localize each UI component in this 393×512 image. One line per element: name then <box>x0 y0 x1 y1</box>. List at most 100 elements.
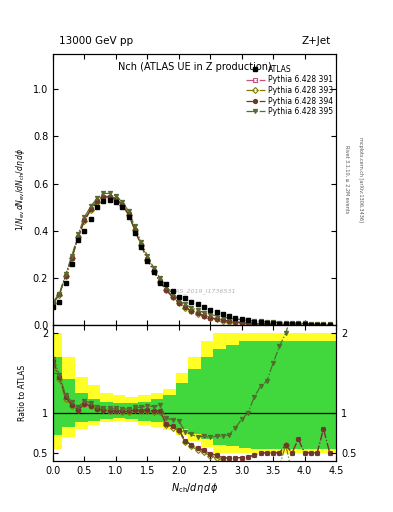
Pythia 6.428 393 <box>302 322 307 328</box>
Pythia 6.428 391 <box>51 300 55 306</box>
Pythia 6.428 394 <box>63 272 68 279</box>
Pythia 6.428 395 <box>120 199 125 205</box>
Pythia 6.428 394 <box>70 255 74 261</box>
ATLAS <box>283 321 288 327</box>
Pythia 6.428 394 <box>309 322 313 328</box>
ATLAS <box>189 298 194 305</box>
ATLAS <box>258 319 263 325</box>
Pythia 6.428 394 <box>139 242 143 248</box>
ATLAS <box>220 311 225 317</box>
Pythia 6.428 391 <box>107 194 112 200</box>
Pythia 6.428 395 <box>114 193 118 199</box>
Pythia 6.428 393 <box>107 194 112 200</box>
Pythia 6.428 394 <box>51 300 55 306</box>
Pythia 6.428 393 <box>290 322 294 328</box>
Pythia 6.428 395 <box>101 190 106 197</box>
Pythia 6.428 394 <box>151 268 156 274</box>
Pythia 6.428 393 <box>158 279 162 285</box>
Line: Pythia 6.428 395: Pythia 6.428 395 <box>51 191 332 327</box>
ATLAS <box>82 228 87 234</box>
Pythia 6.428 391 <box>321 322 326 328</box>
Pythia 6.428 395 <box>227 315 231 322</box>
Pythia 6.428 395 <box>315 321 320 327</box>
Pythia 6.428 394 <box>208 314 213 321</box>
Pythia 6.428 394 <box>57 291 62 297</box>
Pythia 6.428 395 <box>88 203 93 209</box>
Pythia 6.428 391 <box>239 319 244 326</box>
Pythia 6.428 394 <box>296 322 301 328</box>
Pythia 6.428 394 <box>145 256 150 262</box>
Pythia 6.428 395 <box>252 318 257 324</box>
Pythia 6.428 391 <box>57 291 62 297</box>
Pythia 6.428 394 <box>101 194 106 200</box>
Pythia 6.428 391 <box>114 196 118 202</box>
Pythia 6.428 393 <box>283 322 288 328</box>
Pythia 6.428 394 <box>107 194 112 200</box>
Pythia 6.428 393 <box>321 322 326 328</box>
Pythia 6.428 391 <box>264 321 269 327</box>
Pythia 6.428 395 <box>107 190 112 197</box>
ATLAS <box>151 269 156 275</box>
Y-axis label: Ratio to ATLAS: Ratio to ATLAS <box>18 365 27 421</box>
Pythia 6.428 391 <box>158 279 162 285</box>
Pythia 6.428 391 <box>189 308 194 314</box>
Pythia 6.428 394 <box>120 202 125 208</box>
Pythia 6.428 394 <box>132 226 137 232</box>
Pythia 6.428 391 <box>76 233 81 240</box>
Pythia 6.428 394 <box>258 321 263 327</box>
ATLAS <box>208 307 213 313</box>
Pythia 6.428 395 <box>296 320 301 326</box>
Pythia 6.428 394 <box>233 319 238 325</box>
Pythia 6.428 394 <box>321 322 326 328</box>
Pythia 6.428 391 <box>258 321 263 327</box>
Text: 13000 GeV pp: 13000 GeV pp <box>59 36 133 46</box>
Pythia 6.428 391 <box>170 294 175 300</box>
Pythia 6.428 395 <box>258 318 263 325</box>
Pythia 6.428 393 <box>220 317 225 324</box>
ATLAS <box>114 199 118 205</box>
ATLAS <box>271 320 275 326</box>
ATLAS <box>302 322 307 328</box>
Pythia 6.428 394 <box>158 279 162 285</box>
Pythia 6.428 393 <box>170 294 175 301</box>
Pythia 6.428 391 <box>214 316 219 322</box>
Pythia 6.428 394 <box>164 287 169 293</box>
Pythia 6.428 395 <box>264 319 269 325</box>
Pythia 6.428 394 <box>220 317 225 323</box>
Pythia 6.428 391 <box>132 226 137 232</box>
Pythia 6.428 394 <box>189 308 194 314</box>
Pythia 6.428 393 <box>195 311 200 317</box>
Pythia 6.428 395 <box>290 320 294 326</box>
ATLAS <box>57 298 62 305</box>
Pythia 6.428 395 <box>283 319 288 326</box>
Pythia 6.428 391 <box>183 304 187 310</box>
Pythia 6.428 393 <box>327 322 332 328</box>
Pythia 6.428 394 <box>195 310 200 316</box>
Pythia 6.428 395 <box>277 319 282 326</box>
Pythia 6.428 394 <box>170 294 175 300</box>
ATLAS <box>164 281 169 287</box>
Pythia 6.428 395 <box>189 305 194 311</box>
ATLAS <box>126 214 131 220</box>
Pythia 6.428 391 <box>120 202 125 208</box>
Pythia 6.428 395 <box>82 214 87 220</box>
Pythia 6.428 393 <box>145 257 150 263</box>
Pythia 6.428 393 <box>252 321 257 327</box>
ATLAS <box>139 244 143 250</box>
Pythia 6.428 391 <box>233 319 238 325</box>
Pythia 6.428 393 <box>264 322 269 328</box>
Pythia 6.428 394 <box>239 319 244 326</box>
Pythia 6.428 391 <box>101 194 106 200</box>
Pythia 6.428 393 <box>51 300 55 306</box>
ATLAS <box>158 280 162 286</box>
Pythia 6.428 394 <box>252 321 257 327</box>
Pythia 6.428 395 <box>239 316 244 323</box>
ATLAS <box>88 216 93 222</box>
Pythia 6.428 393 <box>126 211 131 218</box>
Text: Rivet 3.1.10, ≥ 2.2M events: Rivet 3.1.10, ≥ 2.2M events <box>344 145 349 214</box>
Pythia 6.428 393 <box>233 319 238 325</box>
ATLAS <box>70 261 74 267</box>
Pythia 6.428 394 <box>82 217 87 223</box>
Pythia 6.428 395 <box>70 252 74 259</box>
Pythia 6.428 391 <box>195 310 200 316</box>
